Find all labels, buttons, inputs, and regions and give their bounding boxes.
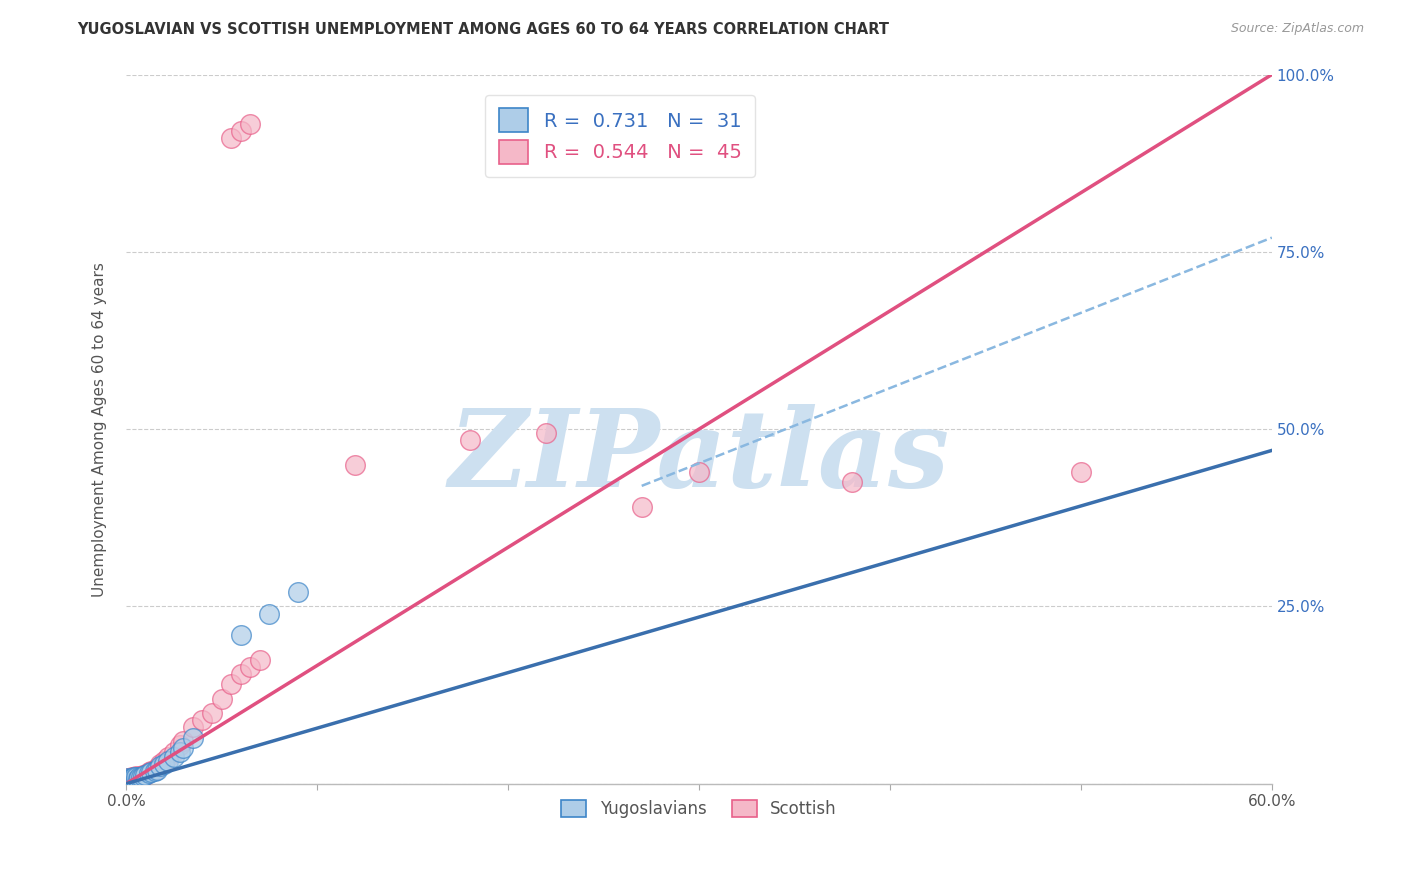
Point: [181, 731, 204, 745]
Point: [124, 769, 146, 783]
Point: [630, 500, 652, 515]
Point: [172, 741, 194, 756]
Point: [143, 763, 166, 777]
Point: [163, 745, 186, 759]
Point: [138, 765, 160, 780]
Point: [117, 771, 139, 785]
Point: [287, 585, 309, 599]
Point: [688, 465, 710, 479]
Point: [132, 769, 155, 783]
Point: [145, 761, 167, 775]
Point: [201, 706, 224, 720]
Point: [127, 771, 149, 785]
Point: [122, 770, 145, 784]
Point: [239, 659, 262, 673]
Point: [191, 713, 214, 727]
Legend: Yugoslavians, Scottish: Yugoslavians, Scottish: [555, 794, 844, 825]
Point: [181, 720, 204, 734]
Point: [117, 773, 139, 788]
Point: [122, 770, 145, 784]
Point: [117, 773, 139, 788]
Point: [219, 677, 242, 691]
Point: [219, 131, 242, 145]
Point: [139, 765, 162, 780]
Point: [149, 759, 172, 773]
Point: [229, 666, 252, 681]
Point: [163, 749, 186, 764]
Point: [118, 773, 141, 788]
Text: YUGOSLAVIAN VS SCOTTISH UNEMPLOYMENT AMONG AGES 60 TO 64 YEARS CORRELATION CHART: YUGOSLAVIAN VS SCOTTISH UNEMPLOYMENT AMO…: [77, 22, 890, 37]
Point: [229, 628, 252, 642]
Point: [344, 458, 367, 472]
Point: [124, 773, 146, 788]
Point: [118, 773, 141, 788]
Point: [122, 772, 145, 787]
Point: [138, 766, 160, 780]
Point: [157, 754, 180, 768]
Text: Source: ZipAtlas.com: Source: ZipAtlas.com: [1230, 22, 1364, 36]
Point: [132, 768, 155, 782]
Point: [117, 773, 139, 788]
Point: [153, 756, 176, 771]
Point: [139, 764, 162, 778]
Point: [118, 772, 141, 787]
Point: [1070, 465, 1092, 479]
Point: [534, 425, 557, 440]
Point: [134, 768, 156, 782]
Point: [841, 475, 863, 490]
Point: [121, 773, 143, 788]
Point: [127, 772, 149, 786]
Point: [249, 652, 271, 666]
Point: [122, 772, 145, 787]
Point: [124, 773, 146, 788]
Point: [239, 117, 262, 131]
Point: [134, 767, 156, 781]
Point: [145, 763, 167, 777]
Point: [259, 607, 281, 621]
Point: [169, 738, 191, 752]
Point: [229, 124, 252, 138]
Point: [121, 770, 143, 784]
Point: [131, 769, 153, 783]
Point: [118, 772, 141, 786]
Point: [128, 770, 150, 784]
Point: [121, 773, 143, 788]
Point: [169, 745, 191, 759]
Point: [124, 770, 146, 784]
Point: [118, 772, 141, 786]
Point: [117, 773, 139, 788]
Point: [458, 433, 481, 447]
Point: [211, 691, 233, 706]
Point: [153, 754, 176, 768]
Text: ZIPatlas: ZIPatlas: [449, 404, 949, 510]
Point: [121, 771, 143, 785]
Point: [143, 764, 166, 778]
Point: [131, 770, 153, 784]
Point: [128, 770, 150, 784]
Point: [149, 756, 172, 771]
Point: [172, 734, 194, 748]
Point: [118, 772, 141, 787]
Point: [157, 749, 180, 764]
Point: [117, 771, 139, 785]
Y-axis label: Unemployment Among Ages 60 to 64 years: Unemployment Among Ages 60 to 64 years: [93, 261, 107, 597]
